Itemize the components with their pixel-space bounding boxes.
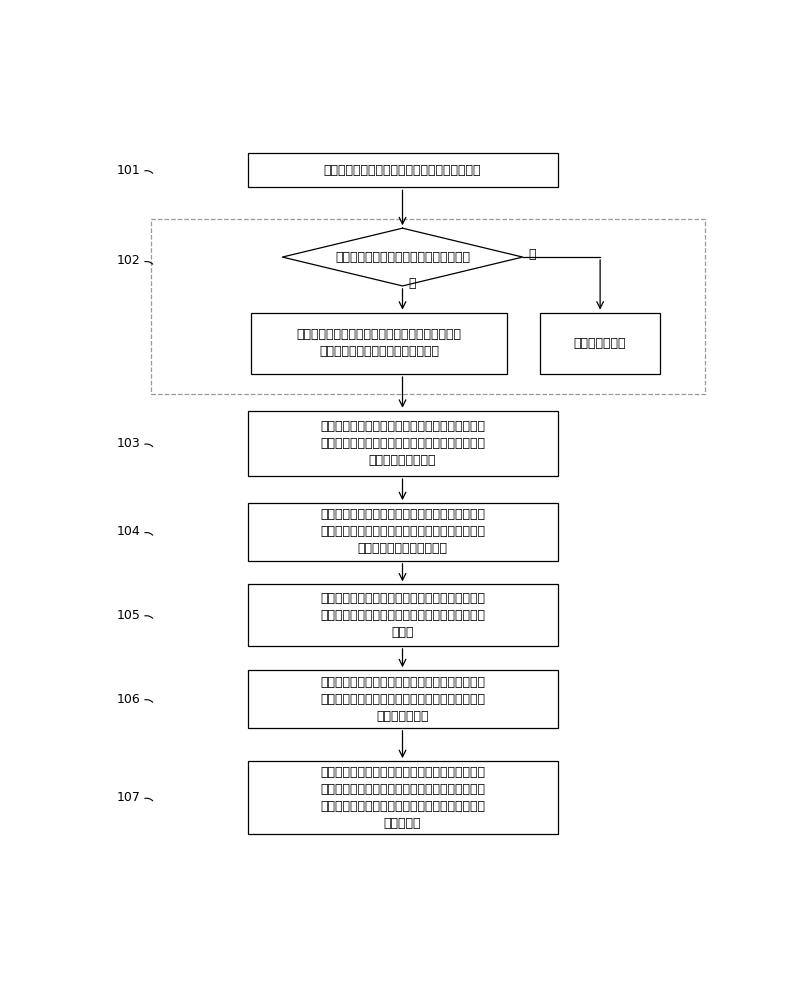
Text: 104: 104 — [117, 525, 140, 538]
Text: 105: 105 — [116, 609, 140, 622]
Text: 根据所述卡口连通信息获得第二连通段的首卡口的
第一前向相邻连通卡口，获得所述后向相邻连通卡
口的第二前向相邻连通卡口: 根据所述卡口连通信息获得第二连通段的首卡口的 第一前向相邻连通卡口，获得所述后向… — [320, 508, 485, 555]
Text: 在第二预设时间段内，确定既经过所述后向相邻连
通卡口又经过所述第一前向相邻连通卡口的第一车
辆集合: 在第二预设时间段内，确定既经过所述后向相邻连 通卡口又经过所述第一前向相邻连通卡… — [320, 592, 485, 639]
Text: 统计第一预设时间段内待检车辆依次经过的卡口: 统计第一预设时间段内待检车辆依次经过的卡口 — [324, 164, 481, 177]
Text: 将连通卡口划入一个连通段，以使所述待检车辆依
次经过的卡口划分成至少两个连通段: 将连通卡口划入一个连通段，以使所述待检车辆依 次经过的卡口划分成至少两个连通段 — [297, 328, 462, 358]
Text: 103: 103 — [117, 437, 140, 450]
Bar — [248, 761, 557, 834]
Text: 否: 否 — [529, 248, 537, 261]
Text: 在所述第一预设时间段内，确定经过所述第二前向
相邻连通卡口的第二车辆集合以及经过所述首卡口
的第三车辆集合: 在所述第一预设时间段内，确定经过所述第二前向 相邻连通卡口的第二车辆集合以及经过… — [320, 676, 485, 723]
Bar — [248, 584, 557, 646]
Text: 107: 107 — [116, 791, 140, 804]
Bar — [248, 411, 557, 476]
Text: 所述待检车辆依次经过的卡口是否不连通: 所述待检车辆依次经过的卡口是否不连通 — [335, 251, 470, 264]
Text: 不存在翻牌行为: 不存在翻牌行为 — [574, 337, 626, 350]
Text: 106: 106 — [117, 693, 140, 706]
Bar — [151, 219, 705, 394]
Bar — [540, 312, 660, 374]
Text: 102: 102 — [117, 254, 140, 267]
Bar — [248, 153, 557, 187]
Bar — [248, 503, 557, 561]
Text: 根据所述待检车辆过车记录中的信息、车辆违章情
况和所述卡口连通信息，获得第一连通段的尾卡口
的后向相邻连通卡口: 根据所述待检车辆过车记录中的信息、车辆违章情 况和所述卡口连通信息，获得第一连通… — [320, 420, 485, 467]
Text: 101: 101 — [117, 164, 140, 177]
Text: 是: 是 — [409, 277, 416, 290]
Text: 取所述第一车辆集合对所述第二车辆集合的第一差
集，取所述第一差集对所述第三车辆集合的第二差
集，所述第二差集中的车辆即为所述待检车辆的嫌
疑翻牌车牌: 取所述第一车辆集合对所述第二车辆集合的第一差 集，取所述第一差集对所述第三车辆集… — [320, 766, 485, 830]
Bar — [248, 670, 557, 728]
Bar — [251, 312, 507, 374]
